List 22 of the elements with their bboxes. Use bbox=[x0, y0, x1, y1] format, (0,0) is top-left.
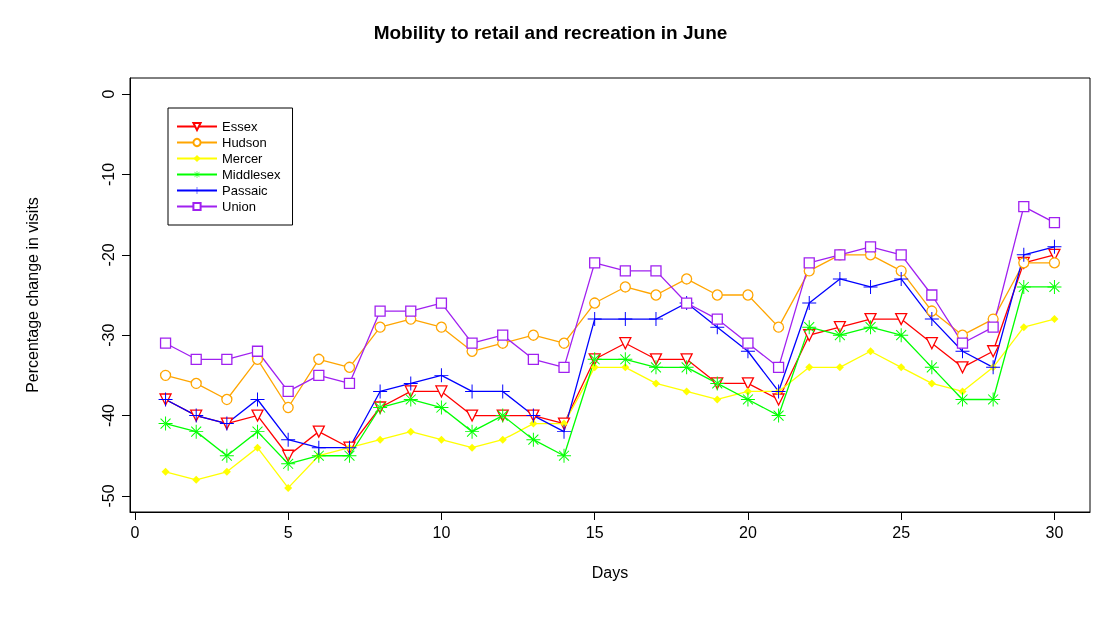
x-tick-label: 20 bbox=[739, 523, 757, 541]
legend-label: Essex bbox=[222, 119, 258, 134]
y-tick-label: 0 bbox=[99, 89, 117, 99]
legend-label: Mercer bbox=[222, 151, 264, 166]
x-tick-label: 0 bbox=[130, 523, 140, 541]
x-tick-label: 5 bbox=[283, 523, 293, 541]
x-axis-title: Days bbox=[591, 563, 629, 581]
legend-label: Hudson bbox=[222, 135, 267, 150]
x-tick-label: 25 bbox=[892, 523, 911, 541]
x-tick-label: 10 bbox=[432, 523, 451, 541]
legend-label: Middlesex bbox=[222, 167, 282, 182]
y-axis-title: Percentage change in visits bbox=[23, 197, 41, 393]
x-tick-label: 15 bbox=[585, 523, 604, 541]
x-tick-label: 30 bbox=[1045, 523, 1064, 541]
y-tick-label: -50 bbox=[99, 484, 117, 508]
y-tick-label: -40 bbox=[99, 403, 117, 428]
y-tick-label: -30 bbox=[99, 323, 117, 347]
legend-label: Union bbox=[222, 199, 256, 214]
legend-label: Passaic bbox=[222, 183, 269, 198]
y-tick-label: -10 bbox=[99, 162, 117, 187]
y-tick-label: -20 bbox=[99, 243, 117, 267]
chart-title: Mobility to retail and recreation in June bbox=[373, 22, 728, 43]
